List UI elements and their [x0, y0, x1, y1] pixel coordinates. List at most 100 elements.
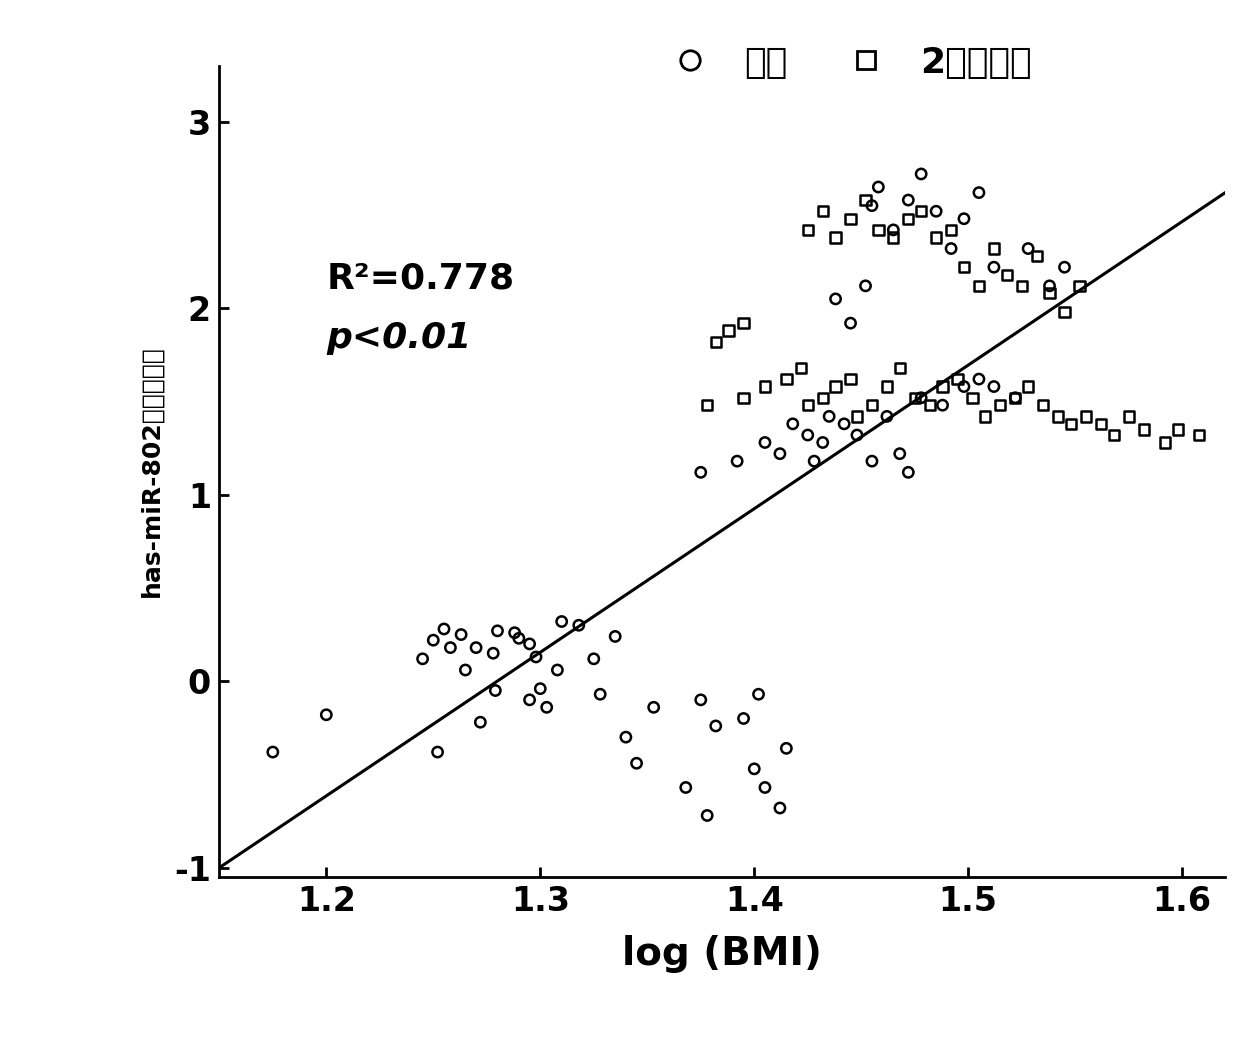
Point [1012, 278, 1032, 294]
Point [1039, 285, 1059, 302]
Point [706, 718, 725, 734]
Point [841, 371, 861, 388]
Point [676, 779, 696, 796]
Point [826, 290, 846, 307]
Point [413, 650, 433, 667]
Point [776, 740, 796, 757]
Point [485, 682, 505, 699]
Point [706, 334, 725, 350]
Point [423, 632, 443, 649]
Point [428, 744, 448, 760]
Point [755, 434, 775, 450]
Point [920, 397, 940, 414]
Point [1039, 278, 1059, 294]
Point [749, 686, 769, 703]
Point [835, 416, 854, 433]
Point [691, 692, 711, 708]
Point [911, 389, 931, 406]
Point [531, 680, 551, 697]
Point [968, 184, 988, 201]
Point [508, 630, 528, 647]
Point [883, 222, 903, 238]
Point [1054, 304, 1074, 320]
Point [434, 621, 454, 638]
Point [552, 614, 572, 630]
Point [466, 640, 486, 656]
Point [584, 650, 604, 667]
Point [941, 222, 961, 238]
Point [947, 371, 967, 388]
Point [841, 210, 861, 227]
Point [1006, 389, 1025, 406]
Point [770, 445, 790, 462]
Point [968, 278, 988, 294]
Text: p<0.01: p<0.01 [326, 321, 471, 356]
Point [883, 229, 903, 245]
Point [755, 379, 775, 395]
Point [985, 240, 1004, 257]
Point [991, 397, 1011, 414]
Point [862, 198, 882, 214]
Point [890, 445, 910, 462]
Y-axis label: has-miR-802相对表达量: has-miR-802相对表达量 [139, 345, 162, 597]
Point [826, 379, 846, 395]
Point [932, 379, 952, 395]
Point [782, 416, 802, 433]
Point [862, 452, 882, 469]
Point [727, 452, 746, 469]
Point [1091, 416, 1111, 433]
Point [877, 379, 897, 395]
Point [616, 729, 636, 746]
Point [537, 699, 557, 716]
Point [1076, 408, 1096, 424]
Point [590, 686, 610, 703]
Point [812, 203, 832, 219]
Point [548, 661, 568, 678]
Point [911, 203, 931, 219]
Point [1027, 248, 1047, 264]
Point [905, 389, 925, 406]
Point [797, 426, 817, 443]
Point [847, 426, 867, 443]
Point [455, 661, 475, 678]
Point [868, 179, 888, 196]
Point [797, 397, 817, 414]
Point [520, 635, 539, 652]
Point [776, 371, 796, 388]
Text: R²=0.778: R²=0.778 [326, 262, 515, 295]
Point [569, 617, 589, 633]
Point [1156, 434, 1176, 450]
Point [1006, 389, 1025, 406]
Point [877, 408, 897, 424]
Point [911, 165, 931, 182]
Point [487, 623, 507, 640]
Point [451, 626, 471, 643]
Point [526, 649, 546, 666]
X-axis label: log (BMI): log (BMI) [622, 935, 822, 973]
Point [797, 222, 817, 238]
Point [744, 760, 764, 777]
Point [899, 191, 919, 208]
Point [962, 389, 982, 406]
Point [985, 379, 1004, 395]
Point [899, 210, 919, 227]
Point [862, 397, 882, 414]
Point [697, 397, 717, 414]
Legend: 正常, 2型糖尿病: 正常, 2型糖尿病 [642, 35, 1043, 90]
Point [856, 278, 875, 294]
Point [1118, 408, 1138, 424]
Point [954, 259, 973, 276]
Point [820, 408, 839, 424]
Point [926, 203, 946, 219]
Point [847, 408, 867, 424]
Point [976, 408, 996, 424]
Point [1018, 240, 1038, 257]
Point [605, 628, 625, 645]
Point [1168, 421, 1188, 438]
Point [812, 389, 832, 406]
Point [505, 624, 525, 641]
Point [941, 240, 961, 257]
Point [899, 464, 919, 480]
Point [1189, 426, 1209, 443]
Point [755, 779, 775, 796]
